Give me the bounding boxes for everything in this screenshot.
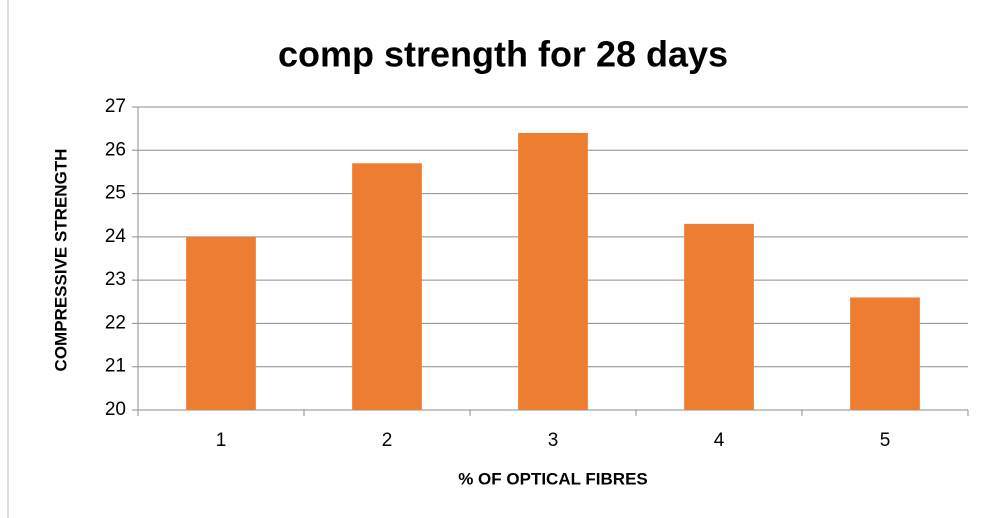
bar: [850, 297, 920, 410]
y-tick-label: 23: [105, 269, 126, 290]
y-tick-label: 27: [105, 96, 126, 117]
y-tick-label: 20: [105, 399, 126, 420]
bar: [186, 236, 256, 410]
x-tick-label: 1: [216, 430, 227, 451]
x-tick-label: 4: [714, 430, 725, 451]
y-tick-label: 24: [105, 226, 127, 247]
y-tick-label: 21: [105, 356, 126, 377]
x-tick-label: 2: [382, 430, 393, 451]
x-tick-label: 3: [548, 430, 559, 451]
x-tick-label: 5: [880, 430, 891, 451]
chart-title: comp strength for 28 days: [278, 34, 728, 75]
y-tick-label: 25: [105, 183, 126, 204]
bar: [352, 163, 422, 410]
bar: [518, 132, 588, 410]
x-axis-label: % OF OPTICAL FIBRES: [458, 469, 648, 488]
y-axis-label: COMPRESSIVE STRENGTH: [51, 149, 70, 372]
y-tick-label: 26: [105, 139, 126, 160]
y-tick-label: 22: [105, 312, 126, 333]
bar: [684, 223, 754, 410]
